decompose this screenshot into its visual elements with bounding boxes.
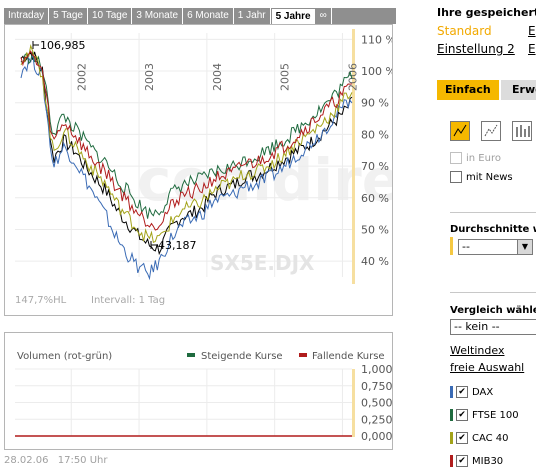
tab-3-monate[interactable]: 3 Monate: [132, 8, 184, 24]
volume-y-axis: 1,000 0,750 0,500 0,250 0,000: [361, 363, 393, 443]
compare-item[interactable]: MIB30: [450, 455, 503, 467]
compare-item-label: MIB30: [472, 456, 504, 467]
compare-checkbox[interactable]: [456, 432, 468, 444]
legend-falling: Fallende Kurse: [312, 351, 385, 362]
setting-standard[interactable]: Standard: [437, 24, 492, 38]
y-tick-label: 70 %: [361, 160, 389, 173]
x-tick-label: 2005: [279, 63, 292, 91]
volume-title: Volumen (rot-grün): [17, 351, 112, 362]
legend-falling-swatch: [299, 353, 307, 357]
volume-tick-label: 0,500: [361, 397, 392, 410]
footer-time: 17:50 Uhr: [57, 455, 108, 466]
tab-5-jahre[interactable]: 5 Jahre: [270, 8, 316, 24]
in-euro-option[interactable]: in Euro: [450, 152, 501, 164]
interval-info: Intervall: 1 Tag: [91, 295, 165, 306]
legend-rising-swatch: [187, 353, 195, 357]
price-chart-svg: .comdirect SX5E.DJX 110 %100 %90 %80 %70…: [15, 29, 392, 306]
bar-chart-type-icon[interactable]: [512, 121, 532, 141]
compare-item-label: FTSE 100: [472, 410, 519, 421]
series-color-swatch: [450, 386, 453, 398]
with-news-label: mit News: [466, 172, 513, 183]
compare-item[interactable]: DAX: [450, 386, 493, 398]
y-tick-label: 90 %: [361, 97, 389, 110]
tab-10-tage[interactable]: 10 Tage: [88, 8, 133, 24]
averages-accent: [450, 237, 453, 255]
series-color-swatch: [450, 409, 453, 421]
averages-title: Durchschnitte wä: [450, 224, 536, 235]
volume-chart: Volumen (rot-grün) Steigende Kurse Falle…: [4, 332, 393, 450]
setting-edit-1[interactable]: E: [528, 24, 536, 38]
setting-2[interactable]: Einstellung 2: [437, 42, 515, 56]
period-tabs: Intraday 5 Tage 10 Tage 3 Monate 6 Monat…: [4, 8, 396, 24]
current-marker: [352, 29, 355, 284]
with-news-checkbox[interactable]: [450, 171, 462, 183]
volume-tick-label: 1,000: [361, 363, 392, 376]
compare-item[interactable]: FTSE 100: [450, 409, 519, 421]
x-tick-label: 2003: [143, 63, 156, 91]
volume-tick-label: 0,000: [361, 430, 392, 443]
y-tick-label: 40 %: [361, 255, 389, 268]
tab-einfach[interactable]: Einfach: [437, 80, 499, 100]
ohlc-chart-type-icon[interactable]: [481, 121, 501, 141]
free-choice-link[interactable]: freie Auswahl: [450, 361, 525, 374]
volume-grid: [15, 368, 352, 437]
legend-rising: Steigende Kurse: [201, 351, 283, 362]
y-tick-label: 50 %: [361, 223, 389, 236]
series-color-swatch: [450, 455, 453, 467]
tab-5-tage[interactable]: 5 Tage: [49, 8, 88, 24]
compare-checkbox[interactable]: [456, 455, 468, 467]
line-chart-type-icon[interactable]: [450, 121, 470, 141]
tab-erweitert[interactable]: Erwe: [501, 80, 536, 100]
series-line-ftse-100: [20, 51, 353, 219]
x-tick-label: 2004: [211, 63, 224, 91]
compare-title: Vergleich wählen: [450, 305, 536, 316]
symbol-label: SX5E.DJX: [210, 251, 315, 275]
price-chart: .comdirect SX5E.DJX 110 %100 %90 %80 %70…: [4, 24, 393, 316]
saved-settings-title: Ihre gespeicherte: [437, 6, 536, 19]
in-euro-label: in Euro: [466, 153, 501, 164]
y-tick-label: 80 %: [361, 128, 389, 141]
averages-select[interactable]: -- ▼: [458, 239, 533, 255]
series-line-dax: [20, 53, 353, 281]
y-tick-label: 110 %: [361, 33, 392, 46]
y-tick-label: 100 %: [361, 65, 392, 78]
tab-1-jahr[interactable]: 1 Jahr: [234, 8, 271, 24]
x-tick-label: 2002: [75, 63, 88, 91]
averages-value: --: [462, 240, 470, 253]
max-label: 106,985: [40, 39, 86, 52]
compare-checkbox[interactable]: [456, 386, 468, 398]
min-label: 43,187: [158, 239, 197, 252]
footer-date: 28.02.06: [4, 455, 49, 466]
in-euro-checkbox[interactable]: [450, 152, 462, 164]
max-marker: 106,985: [32, 39, 86, 52]
compare-checkbox[interactable]: [456, 409, 468, 421]
scale-info: 147,7%HL: [15, 295, 67, 306]
chevron-down-icon[interactable]: ▼: [517, 240, 532, 254]
compare-item-label: DAX: [472, 387, 494, 398]
compare-item-label: CAC 40: [472, 433, 509, 444]
compare-value: -- kein --: [454, 320, 500, 333]
footer-timestamp: 28.02.06 17:50 Uhr: [4, 455, 107, 466]
divider-2: [450, 292, 536, 293]
tab-all[interactable]: ∞: [316, 8, 332, 24]
tab-intraday[interactable]: Intraday: [4, 8, 50, 24]
min-marker: 43,187: [150, 239, 197, 252]
volume-tick-label: 0,250: [361, 413, 392, 426]
volume-chart-svg: Volumen (rot-grün) Steigende Kurse Falle…: [15, 351, 393, 443]
series-lines: [20, 43, 353, 281]
with-news-option[interactable]: mit News: [450, 171, 513, 183]
series-color-swatch: [450, 432, 453, 444]
y-tick-label: 60 %: [361, 192, 389, 205]
compare-select[interactable]: -- kein --: [450, 319, 536, 335]
tab-6-monate[interactable]: 6 Monate: [183, 8, 234, 24]
volume-current-marker: [352, 369, 355, 437]
divider: [450, 212, 536, 213]
compare-item[interactable]: CAC 40: [450, 432, 509, 444]
y-axis: 110 % 100 % 90 % 80 % 70 % 60 % 50 % 40 %: [361, 33, 392, 268]
world-index-link[interactable]: Weltindex: [450, 344, 505, 357]
volume-tick-label: 0,750: [361, 380, 392, 393]
series-line-mib30: [20, 50, 353, 231]
setting-edit-2[interactable]: E: [528, 42, 536, 56]
x-axis: 2002 2003 2004 2005 2006: [75, 63, 359, 91]
